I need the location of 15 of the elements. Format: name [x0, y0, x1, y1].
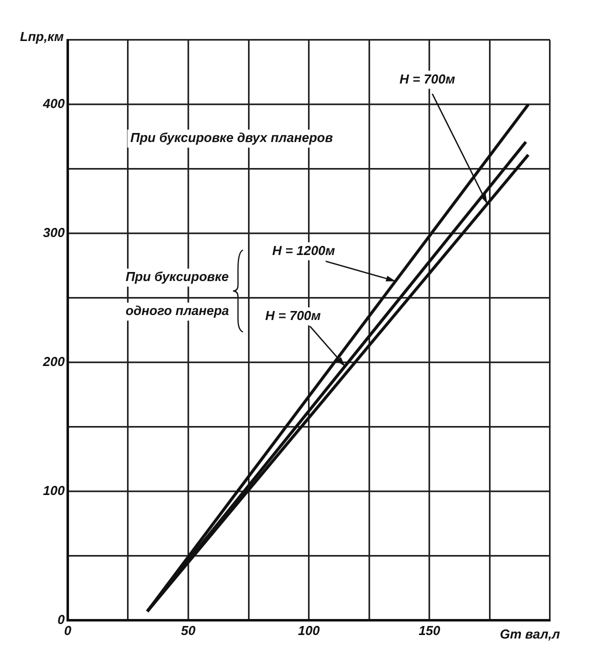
annotation: H = 700м — [265, 308, 322, 323]
text: При буксировке одного планера — [126, 269, 230, 318]
x-tick-label: 100 — [298, 622, 320, 638]
y-tick-label: 400 — [42, 96, 66, 112]
y-tick-label: 300 — [42, 225, 66, 240]
x-tick-label: 150 — [418, 622, 442, 638]
y-tick-label: 100 — [42, 483, 66, 498]
y-axis-title: Lпр,км — [20, 29, 64, 44]
x-axis-title: Gт вал,л — [500, 626, 560, 642]
annotation: H = 1200м — [272, 242, 336, 258]
y-tick-label: 200 — [42, 354, 66, 370]
y-tick-label: 0 — [57, 612, 66, 627]
x-tick-label: 50 — [181, 622, 196, 638]
annotation: H = 700м — [400, 71, 456, 86]
annotation: При буксировке двух планеров — [130, 130, 333, 146]
